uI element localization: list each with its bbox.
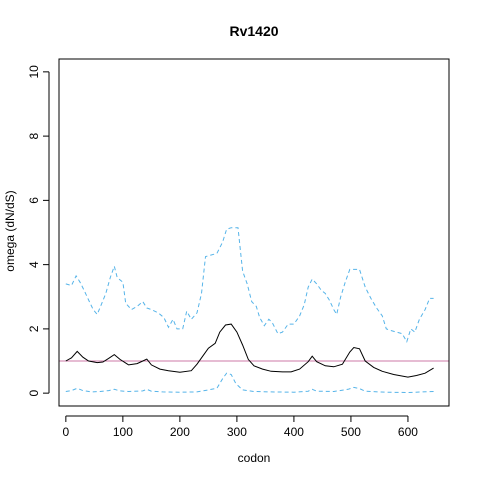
y-axis-label: omega (dN/dS) (3, 190, 17, 271)
x-tick-label: 500 (341, 425, 361, 439)
x-tick-label: 100 (113, 425, 133, 439)
series-line-3 (65, 372, 434, 394)
y-tick-label: 4 (27, 261, 41, 268)
chart-title: Rv1420 (229, 23, 278, 39)
y-tick-label: 0 (27, 389, 41, 396)
series-line-2 (65, 227, 434, 343)
x-tick-label: 600 (398, 425, 418, 439)
x-tick-label: 200 (170, 425, 190, 439)
plot-border (58, 58, 450, 407)
x-tick-label: 300 (227, 425, 247, 439)
x-tick-label: 0 (62, 425, 69, 439)
y-tick-label: 10 (27, 65, 41, 79)
axes: 0 100 200 300 400 500 600 0 2 4 6 8 10 (27, 65, 418, 439)
x-tick-label: 400 (284, 425, 304, 439)
y-tick-label: 6 (27, 197, 41, 204)
y-tick-label: 8 (27, 132, 41, 139)
x-axis-label: codon (238, 451, 271, 465)
plot-area (59, 227, 449, 394)
y-tick-label: 2 (27, 325, 41, 332)
series-line-1 (65, 323, 434, 378)
